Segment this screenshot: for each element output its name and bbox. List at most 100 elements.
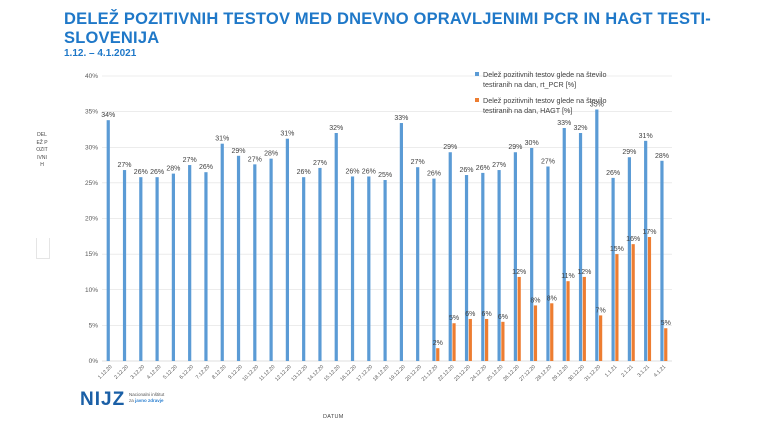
x-tick-label: 18.12.20 bbox=[372, 364, 391, 383]
data-label-hagt: 5% bbox=[449, 315, 459, 322]
bar-pcr bbox=[220, 143, 224, 361]
x-tick-label: 5.12.20 bbox=[162, 364, 179, 381]
data-label-hagt: 8% bbox=[547, 295, 557, 302]
data-label-pcr: 27% bbox=[183, 157, 197, 164]
bar-pcr bbox=[269, 158, 273, 361]
data-label-pcr: 30% bbox=[525, 140, 539, 147]
logo-line-2b: javno zdravje bbox=[135, 397, 164, 403]
bar-pcr bbox=[253, 164, 257, 361]
y-tick-label: 0% bbox=[89, 358, 99, 365]
data-label-pcr: 27% bbox=[313, 160, 327, 167]
data-label-pcr: 31% bbox=[280, 131, 294, 138]
bar-hagt bbox=[517, 276, 521, 361]
data-label-pcr: 26% bbox=[362, 168, 376, 175]
data-label-pcr: 27% bbox=[248, 156, 262, 163]
bar-pcr bbox=[595, 109, 599, 361]
data-label-pcr: 32% bbox=[329, 125, 343, 132]
bar-pcr bbox=[627, 157, 631, 361]
bar-pcr bbox=[236, 155, 241, 361]
x-tick-label: 2.1.21 bbox=[620, 364, 635, 379]
bar-hagt bbox=[615, 254, 619, 361]
bar-hagt bbox=[468, 318, 472, 361]
x-tick-label: 3.1.21 bbox=[637, 364, 652, 379]
x-tick-label: 16.12.20 bbox=[339, 364, 358, 383]
x-tick-label: 8.12.20 bbox=[211, 364, 228, 381]
bar-hagt bbox=[582, 276, 586, 361]
x-tick-label: 17.12.20 bbox=[356, 364, 375, 383]
x-tick-label: 30.12.20 bbox=[567, 364, 586, 383]
data-label-hagt: 2% bbox=[433, 340, 443, 347]
data-label-pcr: 26% bbox=[199, 164, 213, 171]
x-tick-label: 26.12.20 bbox=[502, 364, 521, 383]
y-tick-label: 5% bbox=[89, 322, 99, 329]
bar-pcr bbox=[383, 180, 387, 361]
data-label-hagt: 16% bbox=[626, 236, 640, 243]
x-tick-label: 1.12.20 bbox=[97, 364, 114, 381]
nijz-logo: NIJZ Nacionalni inštitut za javno zdravj… bbox=[80, 390, 164, 409]
bar-hagt bbox=[436, 348, 440, 361]
data-label-hagt: 6% bbox=[465, 311, 475, 318]
data-label-hagt: 12% bbox=[512, 269, 526, 276]
bar-pcr bbox=[448, 152, 452, 361]
x-tick-label: 24.12.20 bbox=[470, 364, 489, 383]
data-label-pcr: 28% bbox=[166, 166, 180, 173]
data-label-hagt: 11% bbox=[561, 273, 575, 280]
bar-hagt bbox=[501, 321, 505, 361]
legend-label-hagt: Delež pozitivnih testov glede na število bbox=[483, 96, 606, 105]
logo-line-2a: za bbox=[129, 397, 136, 403]
data-label-pcr: 27% bbox=[411, 159, 425, 166]
data-label-pcr: 27% bbox=[492, 162, 506, 169]
bar-hagt bbox=[664, 328, 668, 361]
x-tick-label: 28.12.20 bbox=[535, 364, 554, 383]
y-tick-label: 10% bbox=[85, 287, 98, 294]
data-label-pcr: 29% bbox=[232, 148, 246, 155]
x-tick-label: 14.12.20 bbox=[307, 364, 326, 383]
bar-hagt bbox=[566, 281, 570, 361]
data-label-pcr: 26% bbox=[134, 169, 148, 176]
x-tick-label: 1.1.21 bbox=[604, 364, 619, 379]
x-axis-label: DATUM bbox=[323, 414, 344, 420]
bar-pcr bbox=[318, 167, 322, 361]
bar-pcr bbox=[416, 167, 420, 361]
legend-label-pcr: testiranih na dan, rt_PCR [%] bbox=[483, 80, 576, 89]
x-tick-label: 31.12.20 bbox=[584, 364, 603, 383]
x-tick-label: 21.12.20 bbox=[421, 364, 440, 383]
x-tick-label: 4.12.20 bbox=[146, 364, 163, 381]
data-label-hagt: 6% bbox=[482, 311, 492, 318]
bar-hagt bbox=[452, 323, 456, 361]
x-tick-label: 7.12.20 bbox=[195, 364, 212, 381]
data-label-pcr: 28% bbox=[264, 151, 278, 158]
x-tick-label: 4.1.21 bbox=[653, 364, 668, 379]
bar-hagt bbox=[533, 305, 538, 361]
bar-pcr bbox=[644, 140, 648, 361]
bar-pcr bbox=[285, 138, 289, 361]
legend-label-pcr: Delež pozitivnih testov glede na število bbox=[483, 70, 606, 79]
y-tick-label: 25% bbox=[85, 180, 98, 187]
data-label-pcr: 29% bbox=[443, 144, 457, 151]
data-label-pcr: 26% bbox=[460, 167, 474, 174]
bar-hagt bbox=[631, 244, 635, 361]
legend-swatch-hagt bbox=[475, 98, 479, 102]
y-tick-label: 35% bbox=[85, 109, 98, 116]
data-label-hagt: 15% bbox=[610, 246, 624, 253]
data-label-pcr: 26% bbox=[427, 171, 441, 178]
data-label-hagt: 6% bbox=[498, 314, 508, 321]
bar-pcr bbox=[334, 133, 338, 361]
x-tick-label: 27.12.20 bbox=[518, 364, 537, 383]
logo-subtitle: Nacionalni inštitut za javno zdravje bbox=[129, 392, 189, 403]
x-tick-label: 23.12.20 bbox=[453, 364, 472, 383]
bar-hagt bbox=[599, 315, 603, 361]
bar-pcr bbox=[660, 160, 664, 361]
x-tick-label: 11.12.20 bbox=[258, 364, 276, 382]
y-tick-label: 40% bbox=[85, 73, 98, 80]
data-label-pcr: 26% bbox=[606, 170, 620, 177]
y-axis-label-frame bbox=[36, 238, 50, 259]
data-label-pcr: 28% bbox=[655, 153, 669, 160]
y-tick-label: 15% bbox=[85, 251, 98, 258]
data-label-pcr: 35% bbox=[590, 101, 604, 108]
bar-pcr bbox=[530, 147, 534, 361]
bar-pcr bbox=[139, 177, 143, 361]
bar-pcr bbox=[188, 165, 192, 361]
bar-pcr bbox=[204, 172, 208, 361]
